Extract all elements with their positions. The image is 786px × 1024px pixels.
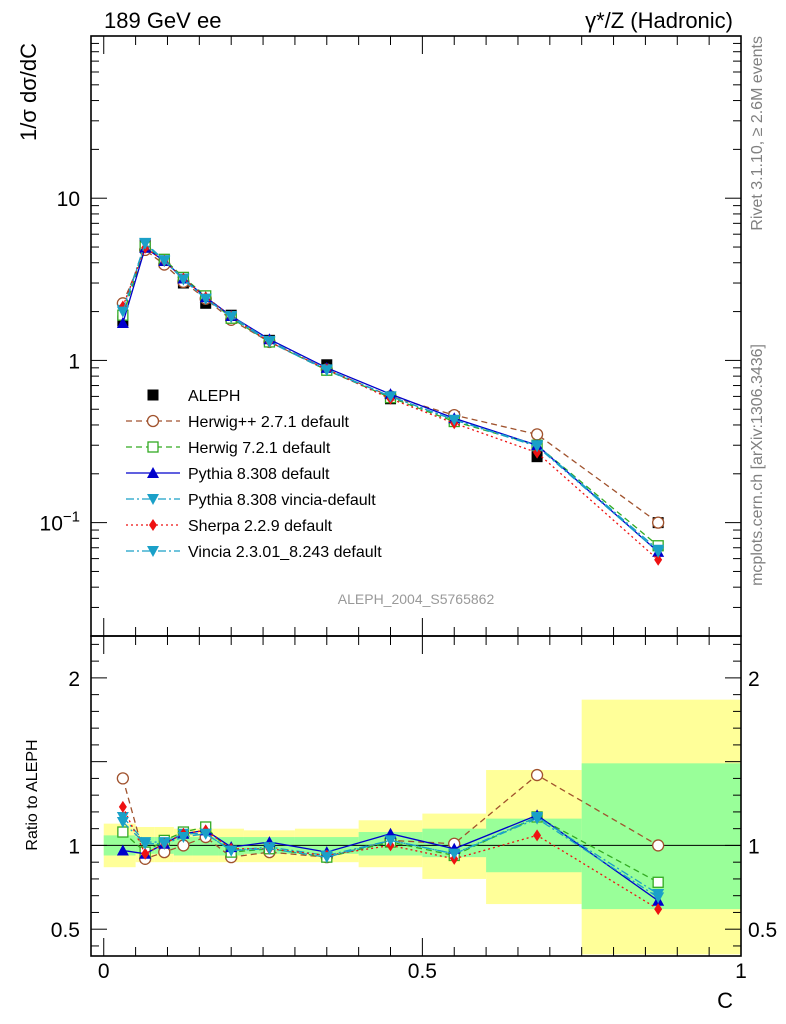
legend-entry: ALEPH bbox=[147, 388, 240, 405]
main-y-tick-label: 1 bbox=[68, 350, 80, 373]
ratio-series-5 bbox=[116, 813, 665, 904]
ratio-data-point bbox=[652, 892, 665, 904]
main-data-point bbox=[158, 256, 171, 268]
ratio-y-tick-label-left: 2 bbox=[68, 668, 80, 691]
main-data-point bbox=[652, 516, 665, 529]
header-left-title: 189 GeV ee bbox=[104, 8, 221, 33]
ratio-data-point bbox=[652, 876, 664, 888]
x-tick-label: 0 bbox=[98, 960, 110, 983]
legend-entry: Herwig++ 2.7.1 default bbox=[126, 414, 350, 431]
ratio-data-point bbox=[116, 772, 130, 785]
ratio-data-point bbox=[118, 800, 127, 813]
ratio-y-tick-label-left: 0.5 bbox=[51, 919, 80, 942]
main-data-point bbox=[225, 312, 238, 324]
legend-marker bbox=[147, 494, 159, 505]
legend-label: Herwig++ 2.7.1 default bbox=[188, 414, 350, 431]
ratio-data-point bbox=[652, 839, 665, 852]
x-axis-label: C bbox=[717, 988, 733, 1013]
main-series-line bbox=[122, 246, 659, 561]
main-data-point bbox=[263, 336, 276, 348]
x-tick-label: 1 bbox=[735, 960, 747, 983]
legend-label: Sherpa 2.2.9 default bbox=[188, 518, 333, 535]
ratio-data-point bbox=[320, 852, 333, 864]
ratio-data-point bbox=[654, 903, 663, 916]
analysis-label: ALEPH_2004_S5765862 bbox=[338, 591, 495, 607]
legend-label: Pythia 8.308 vincia-default bbox=[188, 492, 376, 509]
main-data-point bbox=[384, 391, 397, 403]
ratio-data-point bbox=[225, 845, 238, 857]
rivet-version-label: Rivet 3.1.10, ≥ 2.6M events bbox=[749, 36, 766, 231]
main-data-point bbox=[448, 414, 461, 426]
legend-marker bbox=[147, 467, 159, 478]
legend-marker bbox=[147, 389, 159, 401]
legend-label: ALEPH bbox=[188, 388, 240, 405]
ratio-y-tick-label-right: 0.5 bbox=[748, 919, 777, 942]
ratio-y-tick-label-right: 2 bbox=[748, 668, 760, 691]
main-data-point bbox=[654, 553, 663, 566]
ratio-y-tick-label-right: 1 bbox=[748, 835, 760, 858]
legend-label: Vincia 2.3.01_8.243 default bbox=[188, 544, 382, 561]
ratio-data-point bbox=[158, 838, 171, 850]
legend-entry: Sherpa 2.2.9 default bbox=[126, 518, 333, 535]
main-data-point bbox=[652, 546, 665, 558]
ratio-data-point bbox=[116, 816, 129, 828]
main-data-point bbox=[530, 428, 544, 441]
ratio-data-point bbox=[531, 813, 544, 825]
ratio-y-axis-label: Ratio to ALEPH bbox=[24, 739, 41, 850]
legend: ALEPH Herwig++ 2.7.1 default Herwig 7.2.1 … bbox=[126, 388, 382, 561]
main-y-tick-label: 10−1 bbox=[40, 509, 80, 536]
ratio-data-point bbox=[384, 835, 397, 847]
main-data-point bbox=[320, 365, 333, 377]
ratio-data-point bbox=[530, 768, 544, 782]
header-right-title: γ*/Z (Hadronic) bbox=[585, 8, 733, 33]
main-y-tick-label: 10 bbox=[57, 188, 80, 211]
ratio-data-point bbox=[199, 828, 212, 840]
legend-label: Herwig 7.2.1 default bbox=[188, 440, 331, 457]
main-data-point bbox=[177, 274, 190, 286]
ratio-plot-frame bbox=[90, 635, 742, 957]
ratio-data-point bbox=[263, 843, 276, 855]
main-series-6 bbox=[116, 238, 665, 558]
main-data-point bbox=[139, 238, 152, 250]
ratio-data-point bbox=[448, 848, 461, 860]
ratio-data-point bbox=[116, 844, 129, 856]
ratio-data-point bbox=[533, 829, 542, 842]
series-layer bbox=[116, 237, 665, 916]
main-data-point bbox=[533, 446, 542, 459]
ratio-y-tick-label-left: 1 bbox=[68, 835, 80, 858]
main-series-line bbox=[122, 248, 659, 524]
ratio-data-point bbox=[141, 847, 150, 860]
legend-marker bbox=[147, 546, 159, 557]
main-y-axis-label: 1/σ dσ/dC bbox=[16, 43, 41, 141]
ratio-series-line bbox=[122, 816, 659, 883]
legend-entry: Pythia 8.308 vincia-default bbox=[126, 492, 376, 509]
legend-label: Pythia 8.308 default bbox=[188, 466, 330, 483]
legend-marker bbox=[147, 441, 159, 453]
legend-entry: Herwig 7.2.1 default bbox=[126, 440, 331, 457]
main-data-point bbox=[116, 317, 129, 329]
ratio-data-point bbox=[177, 832, 190, 844]
mcplots-reference-label: mcplots.cern.ch [arXiv:1306.3436] bbox=[749, 344, 766, 586]
legend-marker bbox=[146, 414, 160, 428]
ratio-data-point bbox=[139, 838, 152, 850]
legend-marker bbox=[149, 519, 157, 531]
legend-entry: Pythia 8.308 default bbox=[126, 466, 330, 483]
main-data-point bbox=[116, 306, 129, 318]
legend-entry: Vincia 2.3.01_8.243 default bbox=[126, 544, 382, 561]
ratio-data-point bbox=[117, 826, 129, 838]
x-tick-label: 0.5 bbox=[408, 960, 437, 983]
main-data-point bbox=[531, 441, 544, 453]
main-data-point bbox=[199, 293, 212, 305]
